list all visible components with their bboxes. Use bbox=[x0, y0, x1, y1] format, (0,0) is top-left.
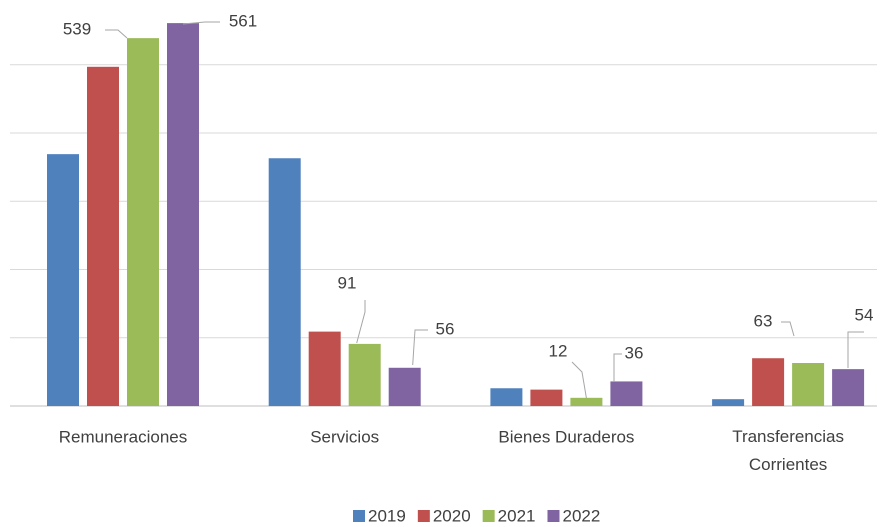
x-tick-label: Transferencias Corrientes bbox=[732, 427, 844, 474]
leader-line bbox=[182, 21, 220, 25]
leader-line bbox=[356, 300, 366, 344]
data-label: 63 bbox=[754, 311, 773, 330]
data-label: 36 bbox=[625, 343, 644, 362]
bar bbox=[348, 343, 381, 406]
bar bbox=[570, 397, 603, 406]
bar bbox=[87, 66, 119, 407]
bar bbox=[388, 367, 421, 406]
bar bbox=[490, 388, 523, 406]
leader-line bbox=[847, 331, 864, 368]
legend-swatch bbox=[547, 510, 560, 522]
legend-swatch bbox=[353, 510, 365, 522]
x-tick-label: Bienes Duraderos bbox=[498, 427, 634, 446]
x-tick-label-line: Corrientes bbox=[749, 455, 827, 474]
data-label: 12 bbox=[549, 341, 568, 360]
leader-line bbox=[781, 321, 795, 337]
data-label: 91 bbox=[338, 273, 357, 292]
bar bbox=[752, 358, 785, 406]
bar bbox=[832, 369, 865, 406]
legend-label: 2022 bbox=[562, 506, 600, 525]
bar bbox=[530, 389, 563, 406]
legend-label: 2019 bbox=[368, 506, 406, 525]
legend-swatch bbox=[482, 510, 495, 522]
leader-line bbox=[613, 353, 622, 382]
leader-line bbox=[105, 29, 128, 39]
x-tick-label-line: Transferencias bbox=[732, 427, 844, 446]
x-tick-label: Servicios bbox=[310, 427, 379, 446]
legend-swatch bbox=[417, 510, 430, 522]
bar bbox=[712, 399, 745, 406]
leader-line bbox=[571, 361, 587, 399]
bar bbox=[610, 381, 643, 406]
bar bbox=[47, 154, 79, 406]
bar bbox=[127, 38, 159, 406]
bar bbox=[268, 158, 301, 406]
data-label: 56 bbox=[436, 319, 455, 338]
data-label: 539 bbox=[63, 19, 91, 38]
legend-label: 2020 bbox=[433, 506, 471, 525]
bar bbox=[167, 23, 199, 407]
leader-line bbox=[412, 329, 428, 366]
x-tick-label: Remuneraciones bbox=[59, 427, 188, 446]
data-label: 54 bbox=[855, 305, 874, 324]
bar bbox=[792, 363, 825, 406]
bar bbox=[308, 331, 341, 406]
data-label: 561 bbox=[229, 11, 257, 30]
legend-label: 2021 bbox=[498, 506, 536, 525]
